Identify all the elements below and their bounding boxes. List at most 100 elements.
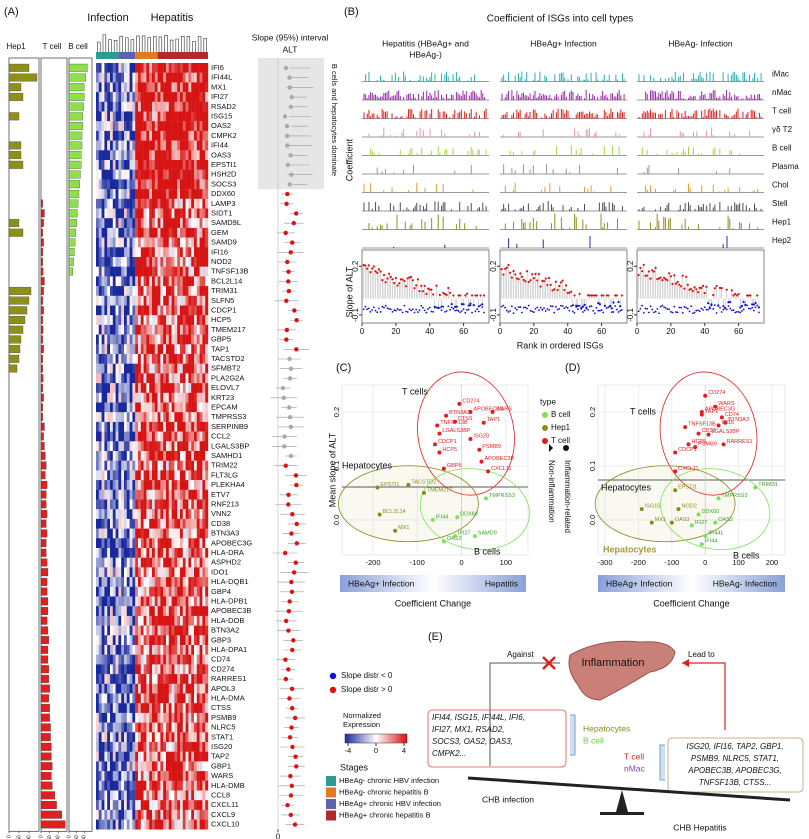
heatmap-cell	[182, 441, 186, 452]
heatmap-cell	[132, 354, 136, 364]
heatmap-cell	[188, 92, 192, 102]
heatmap-cell	[107, 625, 111, 636]
heatmap-cell	[202, 625, 206, 636]
heatmap-cell	[154, 596, 158, 607]
heatmap-cell	[138, 809, 141, 820]
heatmap-cell	[188, 635, 192, 646]
heatmap-cell	[196, 557, 200, 568]
heatmap-cell	[124, 509, 127, 520]
heatmap-cell	[129, 606, 133, 617]
heatmap-cell	[166, 790, 169, 801]
heatmap-cell	[160, 654, 164, 665]
heatmap-cell	[174, 809, 178, 820]
bar	[40, 335, 43, 344]
heatmap-cell	[154, 625, 158, 636]
lollipop-dot	[455, 309, 458, 312]
heatmap-cell	[140, 683, 144, 694]
heatmap-cell	[98, 538, 102, 549]
heatmap-cell	[96, 771, 99, 781]
heatmap-cell	[110, 771, 113, 781]
heatmap-cell	[149, 509, 153, 520]
heatmap-cell	[160, 712, 164, 723]
heatmap-cell	[199, 63, 203, 73]
heatmap-cell	[185, 130, 189, 141]
tick-label: 0.2	[626, 260, 635, 272]
heatmap-cell	[168, 538, 172, 549]
heatmap-cell	[182, 402, 186, 413]
heatmap-cell	[157, 383, 161, 393]
heatmap-cell	[171, 421, 175, 432]
heatmap-cell	[154, 130, 158, 141]
gene-label: GBP1	[211, 761, 231, 770]
heatmap-cell	[157, 809, 161, 820]
heatmap-cell	[132, 247, 136, 258]
spikes	[368, 214, 477, 230]
heatmap-cell	[166, 683, 169, 694]
heatmap-cell	[98, 160, 102, 170]
heatmap-cell	[166, 111, 169, 122]
heatmap-cell	[143, 169, 147, 180]
heatmap-cell	[107, 383, 111, 393]
heatmap-cell	[118, 480, 122, 490]
heatmap-cell	[177, 577, 181, 587]
heatmap-cell	[143, 606, 147, 617]
gene-label: SOCS3	[211, 179, 236, 188]
lollipop-dot	[379, 311, 382, 313]
bar	[68, 189, 80, 198]
heatmap-cell	[140, 227, 144, 238]
heatmap-cell	[149, 771, 153, 781]
heatmap-cell	[182, 373, 186, 384]
heatmap-cell	[185, 276, 189, 287]
heatmap-cell	[180, 101, 183, 112]
heatmap-cell	[98, 276, 102, 287]
heatmap-cell	[104, 615, 108, 626]
heatmap-cell	[168, 548, 172, 558]
heatmap-cell	[121, 257, 125, 267]
row-label: Plasma	[772, 162, 799, 171]
lollipop-dot	[514, 273, 517, 276]
heatmap-cell	[112, 218, 116, 229]
heatmap-cell	[168, 528, 172, 539]
heatmap-cell	[104, 557, 108, 568]
heatmap-cell	[171, 567, 175, 578]
heatmap-cell	[115, 237, 119, 248]
lollipop-dot	[749, 307, 752, 310]
lollipop-dot	[558, 307, 561, 310]
gene-label: CTSS	[211, 703, 231, 712]
heatmap-cell	[124, 315, 127, 326]
heatmap-cell	[154, 392, 158, 403]
heatmap-cell	[188, 266, 192, 277]
heatmap-cell	[157, 615, 161, 626]
heatmap-cell	[188, 276, 192, 287]
lollipop-dot	[477, 310, 480, 313]
point-label: CDCP1	[438, 439, 457, 445]
lollipop-dot	[393, 281, 396, 285]
heatmap-cell	[135, 800, 139, 811]
heatmap-cell	[160, 412, 164, 423]
heatmap-cell	[143, 101, 147, 112]
lollipop-dot	[697, 309, 699, 312]
lollipop-dot	[651, 269, 654, 272]
heatmap-cell	[140, 712, 144, 723]
heatmap-cell	[138, 625, 141, 636]
spikes	[638, 108, 762, 119]
lollipop-dot	[646, 307, 649, 310]
heatmap-cell	[110, 276, 113, 287]
heatmap-cell	[143, 460, 147, 471]
gene-box	[427, 709, 567, 768]
lollipop-dot	[479, 294, 482, 297]
heatmap-cell	[177, 470, 181, 481]
lollipop-dot	[737, 293, 740, 296]
heatmap-cell	[177, 460, 181, 471]
heatmap-cell	[166, 751, 169, 762]
heatmap-cell	[121, 451, 125, 461]
lollipop-dot	[541, 279, 544, 282]
heatmap-cell	[140, 130, 144, 141]
interval-dot	[287, 75, 292, 80]
heatmap-cell	[132, 596, 136, 607]
heatmap-cell	[115, 509, 119, 520]
lollipop-dot	[674, 282, 678, 285]
bar	[40, 684, 50, 693]
ground	[600, 812, 644, 815]
heatmap-cell	[157, 703, 161, 714]
